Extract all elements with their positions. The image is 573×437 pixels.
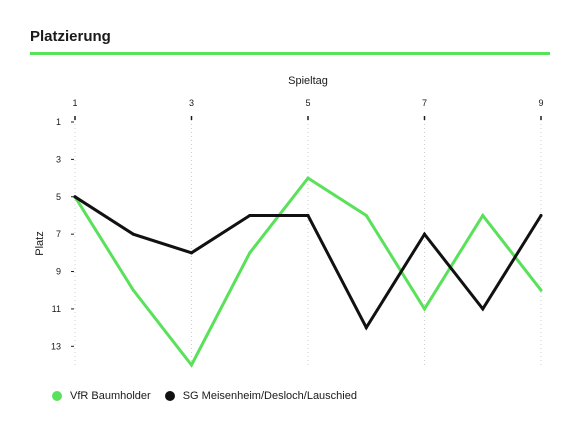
legend-marker — [52, 391, 62, 401]
x-tick-label: 3 — [189, 98, 194, 108]
title-underline — [30, 52, 550, 55]
chart-area: Spieltag Platz 1 3 5 7 9 1 3 5 7 9 11 13 — [0, 60, 573, 380]
data-point[interactable] — [423, 232, 426, 236]
data-point[interactable] — [364, 213, 368, 217]
data-point[interactable] — [248, 213, 252, 217]
chart-title: Platzierung — [30, 28, 111, 45]
y-tick-label: 11 — [52, 304, 61, 314]
y-axis-label: Platz — [34, 231, 46, 255]
y-tick-label: 13 — [51, 341, 61, 351]
legend-marker — [164, 391, 175, 401]
legend-item-series-1[interactable]: VfR Baumholder — [52, 390, 151, 402]
data-point[interactable] — [423, 307, 426, 311]
legend-item-series-2[interactable]: SG Meisenheim/Desloch/Lauschied — [164, 390, 357, 402]
data-point[interactable] — [190, 363, 193, 367]
x-tick-label: 9 — [538, 98, 543, 108]
data-point[interactable] — [306, 213, 310, 217]
data-point[interactable] — [248, 251, 252, 255]
data-point[interactable] — [481, 213, 485, 217]
data-point[interactable] — [131, 232, 135, 236]
data-point[interactable] — [481, 307, 485, 311]
data-point[interactable] — [539, 213, 543, 217]
legend-label: SG Meisenheim/Desloch/Lauschied — [182, 390, 357, 402]
x-tick-label: 1 — [72, 98, 77, 108]
data-point[interactable] — [306, 176, 310, 180]
y-tick-label: 7 — [56, 229, 61, 239]
y-tick-label: 9 — [56, 267, 61, 277]
y-tick-label: 3 — [56, 154, 61, 164]
y-tick-label: 1 — [56, 117, 61, 127]
data-point[interactable] — [364, 326, 368, 330]
data-point[interactable] — [73, 195, 77, 199]
legend-label: VfR Baumholder — [70, 390, 151, 402]
data-point[interactable] — [539, 288, 543, 292]
grid — [74, 116, 542, 365]
chart-header: Platzierung — [30, 26, 550, 55]
series-lines — [73, 176, 543, 368]
x-tick-label: 5 — [305, 98, 310, 108]
data-point[interactable] — [131, 288, 135, 292]
x-tick-label: 7 — [422, 98, 427, 108]
data-point[interactable] — [190, 251, 193, 255]
legend: VfR Baumholder SG Meisenheim/Desloch/Lau… — [52, 390, 357, 402]
y-tick-label: 5 — [56, 192, 61, 202]
x-axis-label: Spieltag — [288, 75, 328, 87]
